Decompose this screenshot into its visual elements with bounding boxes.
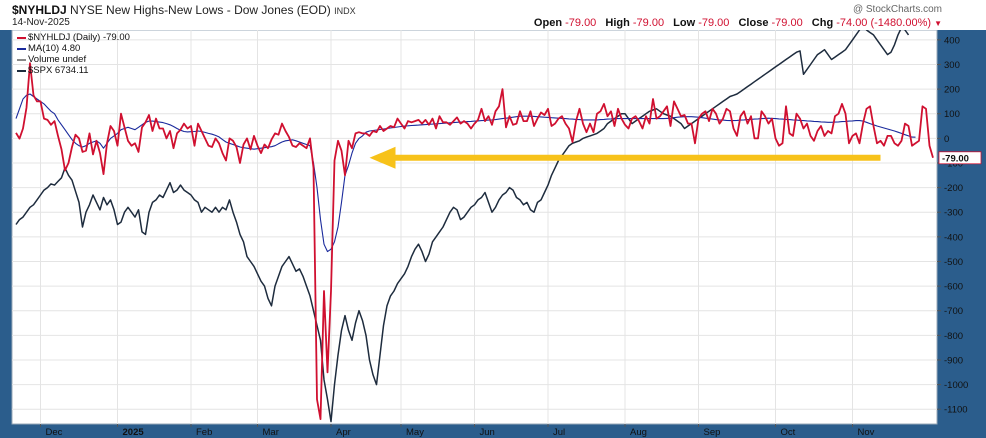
x-tick-label: May [406, 427, 424, 438]
legend-volume: Volume undef [17, 54, 130, 65]
x-tick-label: Feb [196, 427, 212, 438]
x-tick-label: Jul [553, 427, 565, 438]
legend-volume-swatch [17, 58, 26, 61]
legend-ma-swatch [17, 47, 26, 50]
close-label: Close [738, 17, 769, 29]
watermark: @ StockCharts.com [852, 4, 942, 15]
y-tick-label: -800 [944, 331, 963, 342]
y-tick-label: 0 [944, 134, 949, 145]
symbol: $NYHLDJ [12, 3, 67, 17]
y-tick-label: -1000 [944, 380, 968, 391]
grid-lines [12, 30, 937, 424]
y-tick-label: 200 [944, 85, 960, 96]
x-tick-label: Mar [263, 427, 279, 438]
x-axis: Dec 2025 Feb Mar Apr May Jun Jul Aug Sep Oct Nov [40, 424, 875, 438]
chart-legend: $NYHLDJ (Daily) -79.00 MA(10) 4.80 Volum… [17, 32, 130, 76]
legend-ma-label: MA(10) 4.80 [28, 43, 81, 54]
x-tick-label: Aug [630, 427, 647, 438]
exchange: INDX [334, 6, 356, 16]
arrow-head [369, 146, 396, 169]
y-tick-label: 400 [944, 35, 960, 46]
y-tick-label: 300 [944, 60, 960, 71]
legend-volume-label: Volume undef [28, 54, 87, 65]
legend-overlay-swatch [17, 69, 26, 72]
chg-label: Chg [811, 17, 834, 29]
close-value: -79.00 [771, 17, 803, 29]
chart-title: $NYHLDJ NYSE New Highs-New Lows - Dow Jo… [12, 3, 356, 17]
price-tag-primary-box [938, 151, 982, 165]
down-triangle-icon: ▼ [934, 19, 942, 28]
y-tick-label: -500 [944, 257, 963, 268]
legend-primary-label: $NYHLDJ (Daily) -79.00 [28, 32, 130, 43]
low-value: -79.00 [698, 17, 730, 29]
high-label: High [605, 17, 630, 29]
open-value: -79.00 [565, 17, 597, 29]
y-tick-label: -900 [944, 355, 963, 366]
x-tick-label: Jun [480, 427, 495, 438]
ohlc-readout: Open -79.00 High -79.00 Low -79.00 Close… [534, 17, 942, 29]
y-tick-label: -300 [944, 208, 963, 219]
x-tick-label: Nov [858, 427, 875, 438]
arrow-annotation [369, 146, 881, 169]
series-lines [15, 24, 934, 423]
high-value: -79.00 [632, 17, 665, 29]
y-tick-label: -400 [944, 232, 963, 243]
x-tick-label: 2025 [123, 427, 145, 438]
y-tick-label: -200 [944, 183, 963, 194]
chart-header: $NYHLDJ NYSE New Highs-New Lows - Dow Jo… [0, 0, 986, 30]
series-line-nyhldj [15, 62, 934, 421]
y-tick-label: -700 [944, 306, 963, 317]
legend-overlay: $SPX 6734.11 [17, 65, 130, 76]
legend-primary: $NYHLDJ (Daily) -79.00 [17, 32, 130, 43]
legend-ma: MA(10) 4.80 [17, 43, 130, 54]
chg-value: -74.00 (-1480.00%) [836, 17, 932, 29]
symbol-description: NYSE New Highs-New Lows - Dow Jones (EOD… [70, 3, 331, 17]
y-axis: 4003002001000-100-200-300-400-500-600-70… [937, 35, 968, 416]
y-tick-label: -1100 [944, 405, 968, 416]
y-tick-label: 100 [944, 109, 960, 120]
price-tag-primary: -79.00 [942, 153, 969, 164]
legend-overlay-label: $SPX 6734.11 [28, 65, 89, 76]
y-tick-label: -600 [944, 282, 963, 293]
x-tick-label: Apr [336, 427, 351, 438]
chart-date: 14-Nov-2025 [12, 17, 70, 28]
low-label: Low [673, 17, 696, 29]
legend-primary-swatch [17, 36, 26, 39]
x-tick-label: Oct [781, 427, 796, 438]
x-tick-label: Sep [704, 427, 721, 438]
open-label: Open [533, 17, 563, 29]
series-line-spx [15, 24, 910, 423]
x-tick-label: Dec [46, 427, 63, 438]
